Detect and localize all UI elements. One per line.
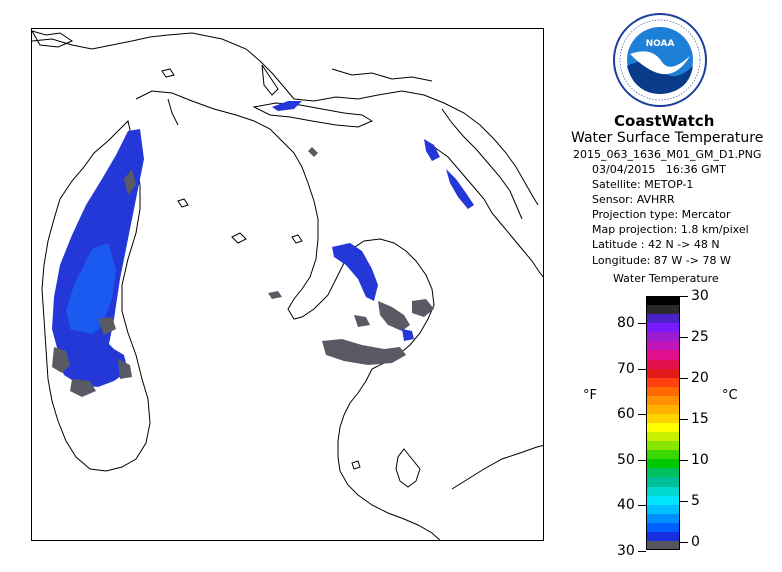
celsius-tick-label: 0 <box>691 533 700 550</box>
latitude-range: Latitude : 42 N -> 48 N <box>592 238 720 252</box>
colorbar-swatch <box>646 504 680 515</box>
small-lake-3 <box>177 198 189 208</box>
colorbar-swatch <box>646 477 680 487</box>
whitefish-point <box>261 64 279 96</box>
colorbar-swatch <box>646 459 680 469</box>
acquisition-time: 16:36 GMT <box>665 163 726 176</box>
fahrenheit-tick-label: 50 <box>617 451 635 468</box>
fahrenheit-tick-label: 80 <box>617 315 635 332</box>
celsius-tick-label: 30 <box>691 288 709 304</box>
lake-huron-west-shore <box>135 90 435 370</box>
colorbar-swatch <box>646 513 680 524</box>
sensor: Sensor: AVHRR <box>592 193 675 207</box>
satellite: Satellite: METOP-1 <box>592 178 694 192</box>
colorbar-swatch <box>646 522 680 533</box>
colorbar-swatch <box>646 531 680 542</box>
sst-lake-michigan <box>52 129 144 397</box>
projection-type: Projection type: Mercator <box>592 208 731 222</box>
colorbar-swatch <box>646 413 680 424</box>
fahrenheit-tick-mark <box>638 414 646 416</box>
manitoulin-island <box>252 102 374 128</box>
sst-lake-huron <box>268 243 434 365</box>
fahrenheit-tick-mark <box>638 459 646 461</box>
colorbar-swatch <box>646 404 680 415</box>
noaa-logo: NOAA <box>613 13 707 107</box>
celsius-tick-label: 10 <box>691 451 709 468</box>
fahrenheit-tick-label: 60 <box>617 406 635 423</box>
colorbar-swatch <box>646 296 680 306</box>
lake-huron-east-shore <box>433 146 543 278</box>
colorbar-swatch <box>646 486 680 497</box>
fahrenheit-tick-label: 30 <box>617 542 635 559</box>
sst-georgian-bay <box>272 101 474 209</box>
fahrenheit-tick-label: 70 <box>617 360 635 377</box>
colorbar-swatch <box>646 341 680 351</box>
fahrenheit-tick-label: 40 <box>617 497 635 514</box>
southern-shore <box>337 368 441 540</box>
fahrenheit-tick-mark <box>638 368 646 370</box>
celsius-tick-mark <box>680 500 688 502</box>
small-lake-5 <box>351 460 361 470</box>
celsius-tick-label: 25 <box>691 328 709 345</box>
map-projection: Map projection: 1.8 km/pixel <box>592 223 749 237</box>
noaa-logo-text: NOAA <box>646 39 675 49</box>
colorbar-swatch <box>646 377 680 388</box>
celsius-tick-label: 5 <box>691 492 700 509</box>
river-lines <box>331 68 433 82</box>
colorbar-swatch <box>646 350 680 360</box>
metadata-block: 03/04/2015 16:36 GMT Satellite: METOP-1 … <box>592 162 749 268</box>
colorbar-swatch <box>646 332 680 342</box>
lake-erie-shore <box>451 444 543 490</box>
lake-michigan-shore <box>41 120 151 472</box>
celsius-tick-mark <box>680 459 688 461</box>
coastlines <box>32 30 543 540</box>
celsius-tick-mark <box>680 377 688 379</box>
unit-fahrenheit: °F <box>583 388 597 403</box>
colorbar-swatch <box>646 495 680 506</box>
unit-celsius: °C <box>722 388 738 403</box>
lake-superior-shore <box>32 30 74 48</box>
date-time-line: 03/04/2015 16:36 GMT <box>592 162 749 177</box>
colorbar-swatch <box>646 305 680 315</box>
acquisition-date: 03/04/2015 <box>592 163 656 176</box>
colorbar-swatch <box>646 323 680 333</box>
fahrenheit-tick-mark <box>638 323 646 325</box>
colorbar-swatch <box>646 386 680 397</box>
map-svg <box>32 30 543 540</box>
celsius-tick-mark <box>680 296 688 297</box>
colorbar-swatch <box>646 359 680 370</box>
fahrenheit-tick-mark <box>638 550 646 552</box>
colorbar-outline <box>646 296 680 550</box>
small-lake-2 <box>161 68 175 78</box>
legend-title: Water Temperature <box>613 272 719 285</box>
celsius-tick-mark <box>680 541 688 543</box>
colorbar-swatch <box>646 450 680 460</box>
georgian-bay <box>441 108 523 220</box>
colorbar-swatch <box>646 368 680 379</box>
small-lake-4 <box>291 234 303 244</box>
longitude-range: Longitude: 87 W -> 78 W <box>592 253 731 267</box>
colorbar-swatch <box>646 395 680 406</box>
map-panel <box>31 28 544 541</box>
colorbar-swatch <box>646 314 680 324</box>
small-lake-1 <box>231 232 247 244</box>
state-border <box>167 98 179 126</box>
colorbar-swatch <box>646 468 680 478</box>
file-name: 2015_063_1636_M01_GM_D1.PNG <box>573 148 762 161</box>
fahrenheit-tick-mark <box>638 505 646 507</box>
lake-st-clair <box>395 448 421 488</box>
colorbar-swatch <box>646 441 680 451</box>
celsius-tick-label: 15 <box>691 410 709 427</box>
colorbar-swatch <box>646 432 680 442</box>
celsius-tick-mark <box>680 336 688 338</box>
temperature-colorbar <box>646 296 680 551</box>
colorbar-swatch <box>646 540 680 551</box>
celsius-tick-label: 20 <box>691 369 709 386</box>
colorbar-swatch <box>646 423 680 433</box>
upper-peninsula-coast <box>32 32 539 206</box>
celsius-tick-mark <box>680 418 688 420</box>
product-subtitle: Water Surface Temperature <box>571 130 764 146</box>
